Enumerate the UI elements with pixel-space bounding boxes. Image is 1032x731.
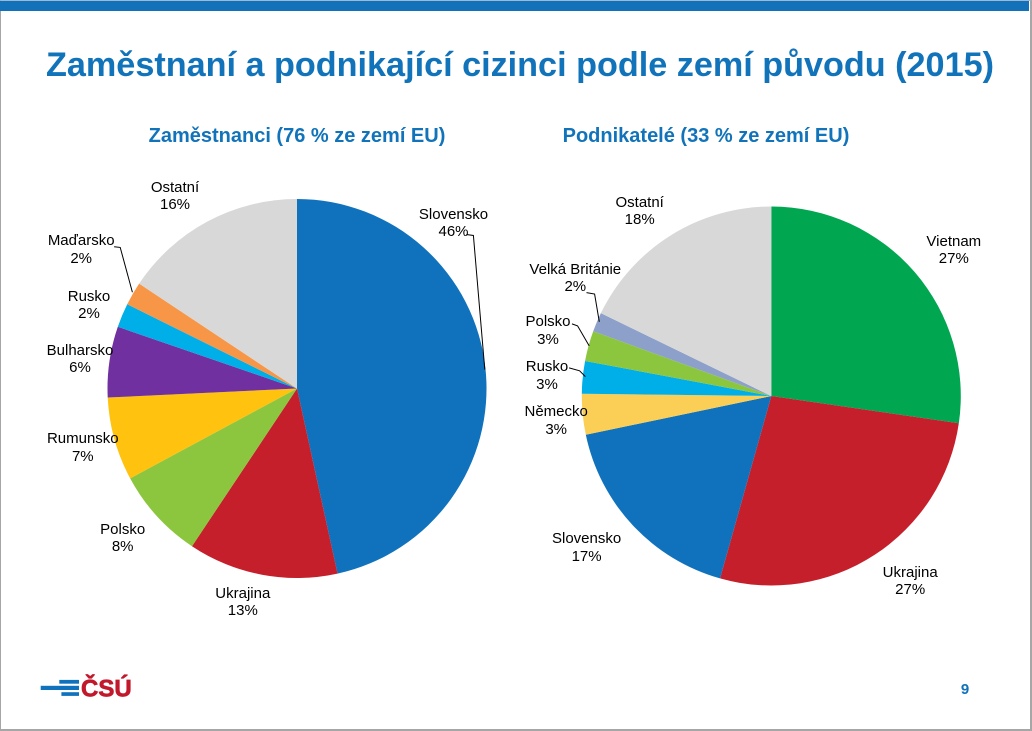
- svg-text:ČSÚ: ČSÚ: [81, 675, 132, 703]
